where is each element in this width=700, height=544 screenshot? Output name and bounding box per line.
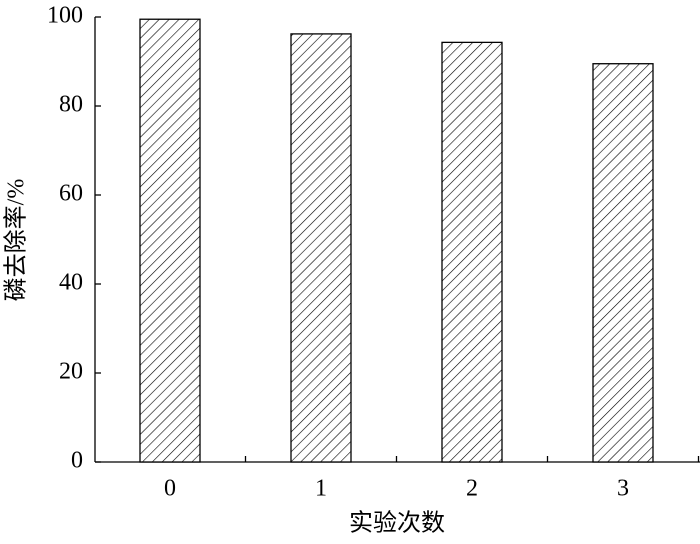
bar [290,33,352,463]
x-tick-label: 3 [617,476,629,502]
y-axis-label: 磷去除率/% [3,179,30,302]
x-tick-label: 1 [315,476,327,502]
y-tick-label: 0 [71,448,83,474]
bar [441,41,503,463]
y-tick-label: 20 [59,359,83,385]
y-tick-label: 100 [47,3,83,29]
y-tick-label: 40 [59,270,83,296]
x-axis-label: 实验次数 [349,510,445,537]
bar [139,18,201,463]
y-tick-label: 60 [59,181,83,207]
x-tick-label: 2 [466,476,478,502]
y-tick-label: 80 [59,92,83,118]
x-tick-label: 0 [164,476,176,502]
bar [592,63,654,463]
